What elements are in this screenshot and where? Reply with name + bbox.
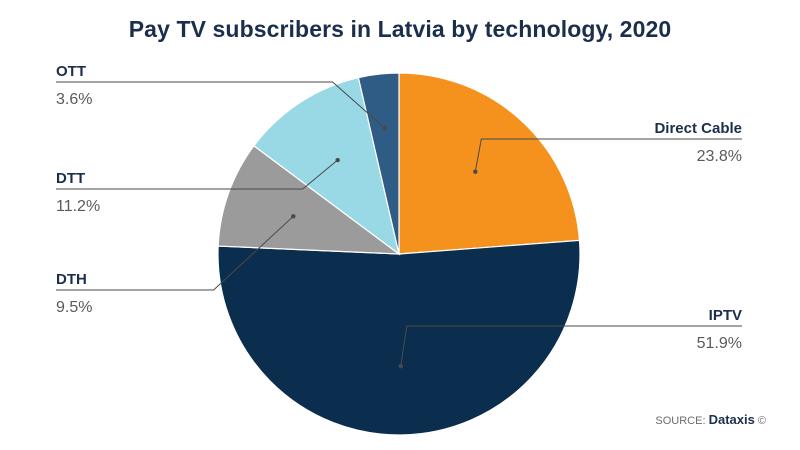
slice-label-name: OTT bbox=[56, 63, 86, 80]
source-note: SOURCE: Dataxis © bbox=[655, 412, 766, 427]
leader-line bbox=[56, 215, 294, 291]
slice-label-name: DTH bbox=[56, 271, 87, 288]
leader-line bbox=[474, 138, 742, 172]
slice-label-value: 11.2% bbox=[56, 198, 100, 215]
slice-label-name: Direct Cable bbox=[654, 120, 742, 137]
label-leaders bbox=[56, 81, 742, 369]
leader-line bbox=[400, 325, 742, 367]
slice-label-name: DTT bbox=[56, 170, 85, 187]
pie-slices bbox=[217, 72, 581, 436]
source-prefix: SOURCE: bbox=[655, 415, 706, 427]
slice-label-value: 23.8% bbox=[697, 148, 742, 165]
leader-line bbox=[56, 159, 339, 190]
pie-slice-ott bbox=[357, 72, 400, 255]
pie-slice-dtt bbox=[253, 76, 400, 256]
leader-line bbox=[56, 81, 386, 129]
slice-label-value: 3.6% bbox=[56, 91, 92, 108]
copyright-icon: © bbox=[757, 415, 766, 427]
slice-label-value: 9.5% bbox=[56, 299, 92, 316]
pie-slice-iptv bbox=[217, 239, 581, 436]
slice-label-name: IPTV bbox=[709, 307, 742, 324]
pie-slice-direct-cable bbox=[398, 72, 581, 255]
source-brand: Dataxis bbox=[708, 412, 755, 427]
chart-title: Pay TV subscribers in Latvia by technolo… bbox=[128, 16, 672, 42]
pie-slice-dth bbox=[217, 144, 401, 255]
slice-label-value: 51.9% bbox=[697, 335, 742, 352]
slice-labels: Direct Cable 23.8% IPTV 51.9% DTH 9.5% DTT 11.2… bbox=[56, 63, 742, 352]
